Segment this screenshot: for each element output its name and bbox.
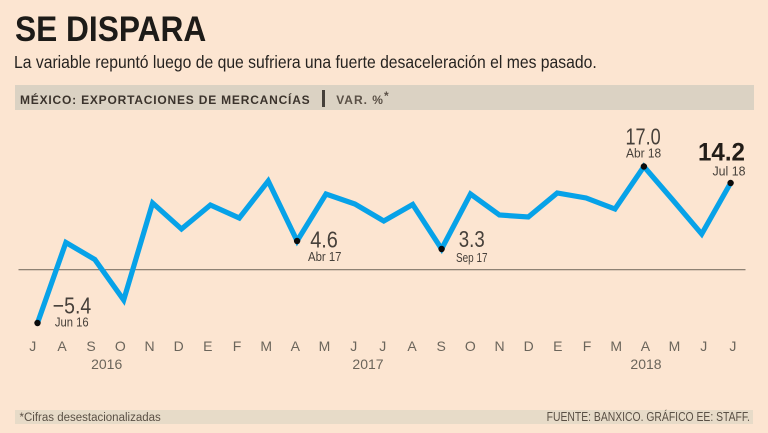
svg-text:F: F <box>583 338 592 354</box>
svg-text:J: J <box>729 338 736 354</box>
svg-text:E: E <box>203 338 212 354</box>
svg-text:F: F <box>233 338 242 354</box>
svg-text:3.3: 3.3 <box>459 226 485 252</box>
svg-text:M: M <box>610 338 622 354</box>
svg-text:O: O <box>115 338 126 354</box>
svg-text:Jun 16: Jun 16 <box>55 314 89 329</box>
svg-text:2017: 2017 <box>352 356 383 372</box>
svg-text:J: J <box>379 338 386 354</box>
svg-text:A: A <box>291 338 301 354</box>
svg-text:D: D <box>524 338 534 354</box>
svg-text:Jul 18: Jul 18 <box>713 164 746 179</box>
svg-text:4.6: 4.6 <box>310 227 338 253</box>
svg-text:2018: 2018 <box>630 356 661 372</box>
svg-text:N: N <box>494 338 504 354</box>
svg-text:A: A <box>407 338 417 354</box>
svg-text:M: M <box>669 338 681 354</box>
svg-text:17.0: 17.0 <box>626 123 661 149</box>
svg-text:J: J <box>700 338 707 354</box>
svg-text:A: A <box>641 338 651 354</box>
svg-text:2016: 2016 <box>91 356 122 372</box>
svg-text:S: S <box>86 338 95 354</box>
svg-text:M: M <box>319 338 331 354</box>
svg-text:14.2: 14.2 <box>698 138 745 166</box>
svg-text:J: J <box>350 338 357 354</box>
svg-text:E: E <box>553 338 562 354</box>
svg-text:Abr 18: Abr 18 <box>626 145 661 160</box>
svg-text:−5.4: −5.4 <box>53 292 92 318</box>
svg-text:N: N <box>144 338 154 354</box>
svg-text:O: O <box>465 338 476 354</box>
svg-text:A: A <box>57 338 67 354</box>
svg-text:S: S <box>437 338 446 354</box>
svg-text:M: M <box>260 338 272 354</box>
svg-text:Abr 17: Abr 17 <box>308 249 342 264</box>
svg-text:Sep 17: Sep 17 <box>456 250 488 265</box>
svg-text:D: D <box>174 338 184 354</box>
svg-text:J: J <box>29 338 36 354</box>
